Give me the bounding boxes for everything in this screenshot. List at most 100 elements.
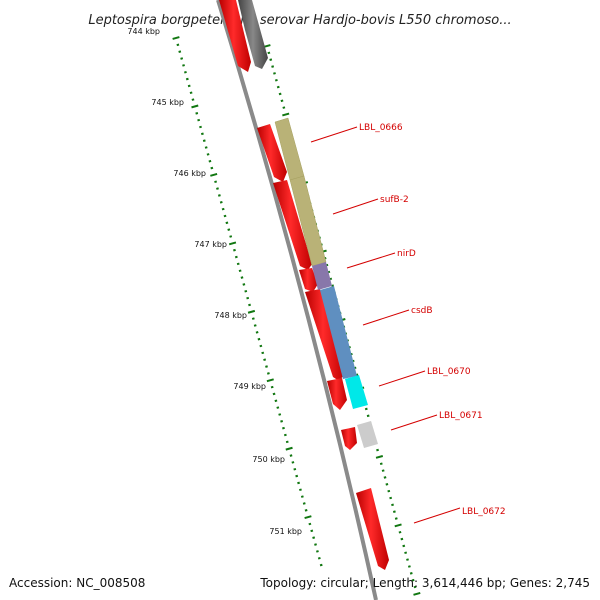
minor-tick [269,58,273,61]
minor-tick [398,530,402,534]
minor-tick [225,221,229,225]
minor-tick [187,84,191,88]
minor-tick [295,474,299,478]
minor-tick [315,550,319,553]
minor-tick [400,537,404,541]
minor-tick [381,469,385,472]
minor-tick [199,125,202,129]
connector-line [390,414,438,431]
minor-tick [289,454,293,457]
minor-tick [210,166,214,170]
minor-tick [272,392,276,396]
minor-tick [236,262,240,266]
scale-label: 746 kbp [173,169,206,178]
minor-tick [280,420,284,423]
minor-tick [273,72,276,75]
gene-arrow[interactable] [305,289,345,381]
minor-tick [304,509,308,512]
connector-line [310,126,358,143]
major-tick [285,446,293,451]
major-tick [282,112,290,117]
minor-tick [227,228,231,231]
feature-blocks [274,117,378,448]
minor-tick [255,331,259,334]
feature-block[interactable] [357,421,378,448]
gene-arrow[interactable] [273,180,312,270]
minor-tick [246,296,250,300]
minor-tick [366,414,370,418]
minor-tick [238,269,242,273]
connector-line [346,252,396,269]
minor-tick [376,448,379,452]
minor-tick [404,551,408,555]
minor-tick [293,467,297,471]
minor-tick [206,153,210,156]
minor-tick [300,495,304,498]
minor-tick [402,544,406,548]
gene-label[interactable]: LBL_0670 [427,367,471,377]
major-tick [375,455,384,459]
minor-tick [197,118,201,122]
minor-tick [267,51,271,55]
minor-tick [270,385,274,389]
gene-label[interactable]: LBL_0671 [439,411,483,421]
gene-arrow[interactable] [219,0,251,72]
scale-labels: 744 kbp 745 kbp 746 kbp 747 kbp 748 kbp … [127,27,302,536]
minor-tick [185,77,189,81]
feature-block[interactable] [345,375,368,409]
minor-tick [265,365,268,368]
minor-tick [257,337,261,341]
minor-tick [413,585,417,589]
genome-summary-text: Topology: circular; Length: 3,614,446 bp… [260,576,590,590]
gene-arrow[interactable] [341,427,357,450]
minor-tick [233,248,236,252]
minor-tick [274,78,278,82]
gene-arrow[interactable] [299,268,318,292]
minor-tick [221,207,225,211]
gene-label[interactable]: LBL_0672 [462,507,506,517]
gene-arrow[interactable] [238,0,268,69]
minor-tick [406,558,409,561]
minor-tick [314,543,317,546]
major-tick [266,378,274,383]
minor-tick [178,50,182,53]
minor-tick [299,488,302,492]
major-tick [172,36,180,40]
gene-label[interactable]: nirD [397,249,416,259]
map-title: Leptospira borgpetersenii serovar Hardjo… [88,13,511,28]
gene-label[interactable]: csdB [411,306,433,316]
feature-block[interactable] [312,262,332,290]
minor-tick [280,99,284,103]
scale-label: 748 kbp [214,311,247,320]
gene-arrow[interactable] [356,488,389,570]
feature-block[interactable] [320,286,357,379]
scale-label: 744 kbp [127,27,160,36]
minor-tick [214,180,218,184]
minor-tick [195,112,199,115]
minor-tick [302,502,306,505]
reverse-strand-genes [219,0,389,570]
minor-tick [248,303,251,307]
minor-tick [204,146,208,149]
major-tick [210,173,218,177]
minor-tick [229,235,233,238]
minor-tick [282,426,285,430]
genome-backbone [216,0,378,600]
minor-tick [394,517,398,520]
gene-label[interactable]: LBL_0666 [359,123,403,133]
minor-tick [383,476,387,479]
minor-tick [234,255,238,259]
gene-label[interactable]: sufB-2 [380,195,409,205]
minor-tick [253,324,257,327]
minor-tick [276,406,280,409]
gene-arrow[interactable] [257,124,287,182]
scale-label: 751 kbp [269,527,302,536]
minor-tick [389,496,393,500]
scale-ring [172,36,323,567]
minor-tick [263,358,267,361]
gene-arrow[interactable] [327,378,347,410]
scale-label: 745 kbp [151,98,184,107]
minor-tick [216,187,219,190]
connector-line [378,370,426,387]
minor-tick [240,276,244,279]
